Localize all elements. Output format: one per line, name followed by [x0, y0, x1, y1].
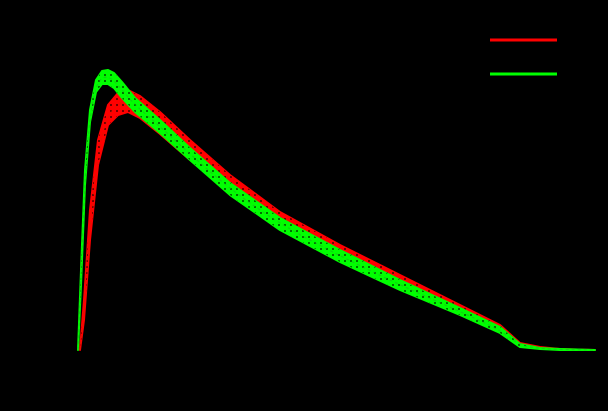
green-band-texture	[78, 70, 595, 350]
legend	[490, 38, 557, 76]
plot-area	[77, 69, 596, 351]
green-band-centerline	[77, 76, 596, 351]
